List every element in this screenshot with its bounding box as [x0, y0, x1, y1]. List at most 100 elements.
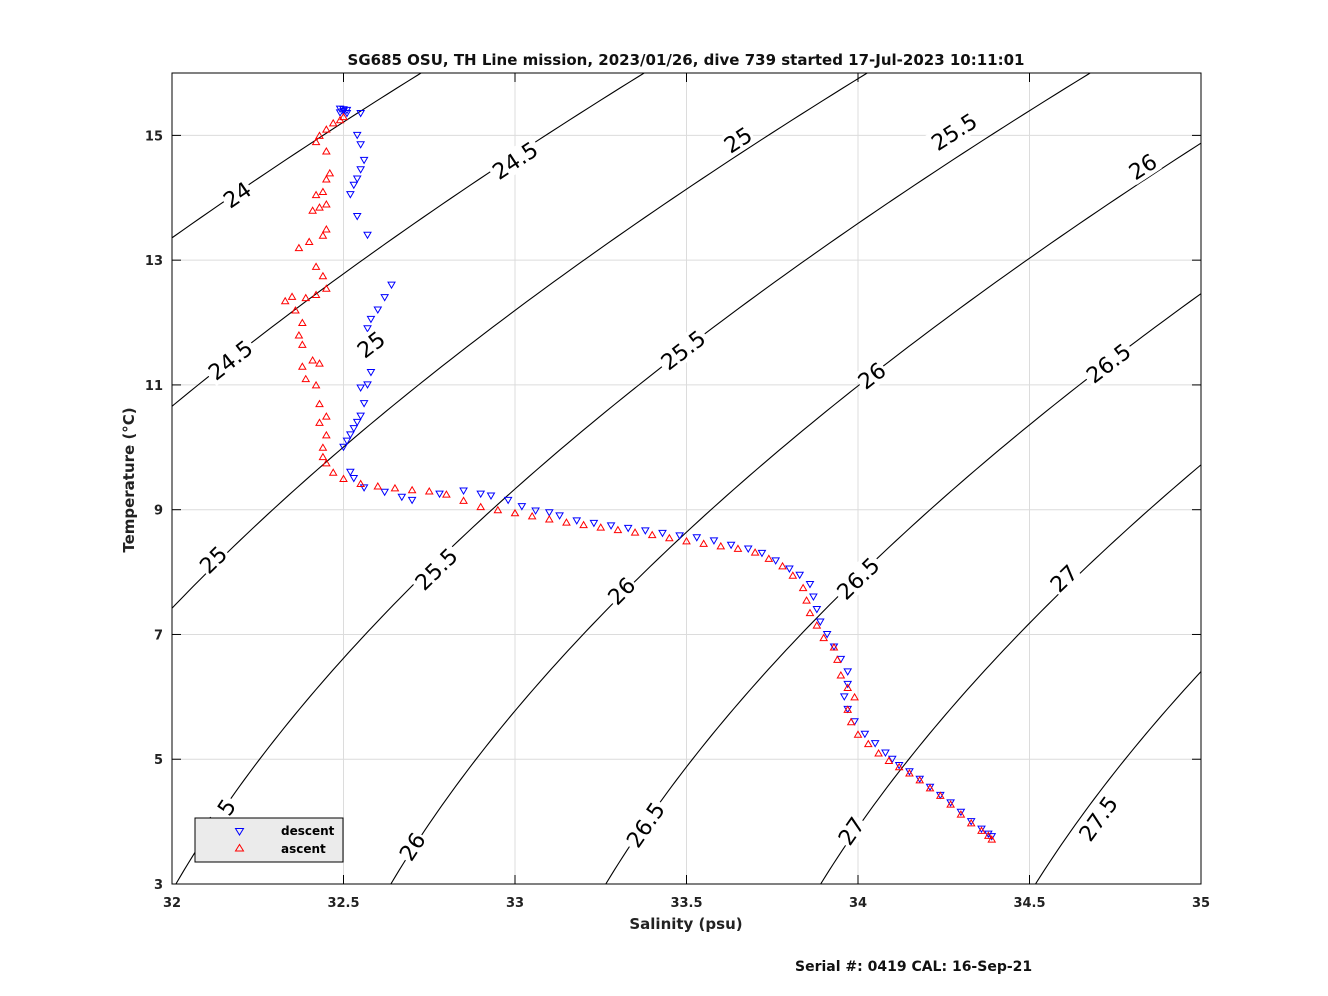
- ascent-point: [318, 452, 328, 461]
- ascent-point: [833, 655, 842, 663]
- descent-point: [342, 110, 352, 118]
- ascent-point: [987, 835, 997, 843]
- descent-point: [349, 181, 359, 190]
- descent-point: [881, 749, 890, 757]
- density-contour: [390, 142, 1201, 884]
- ascent-point: [321, 125, 331, 133]
- ascent-point: [315, 131, 324, 139]
- ascent-point: [956, 810, 966, 818]
- ascent-point: [301, 374, 311, 383]
- ascent-point: [798, 583, 808, 592]
- descent-point: [356, 141, 366, 149]
- descent-point: [335, 109, 345, 117]
- ascent-point: [321, 224, 331, 233]
- descent-point: [380, 294, 390, 302]
- ascent-point: [321, 458, 331, 467]
- ascent-point: [915, 775, 925, 784]
- legend-ascent-label: ascent: [281, 842, 326, 856]
- descent-point: [339, 443, 348, 452]
- descent-point: [345, 468, 355, 477]
- ascent-point: [301, 293, 311, 302]
- descent-point: [870, 740, 880, 748]
- ascent-point: [476, 502, 486, 511]
- ascent-point: [853, 730, 863, 738]
- descent-point: [795, 571, 805, 580]
- ascent-point: [562, 518, 571, 526]
- descent-point: [352, 212, 362, 221]
- descent-point: [956, 808, 966, 817]
- x-tick-label: 34: [849, 896, 867, 911]
- ascent-point: [527, 511, 537, 520]
- x-tick-label: 33: [506, 896, 524, 911]
- ascent-point: [328, 468, 338, 476]
- descent-point: [359, 156, 369, 165]
- descent-point: [987, 833, 997, 841]
- ascent-point: [682, 536, 691, 545]
- descent-point: [352, 175, 362, 184]
- ascent-point: [788, 571, 798, 579]
- descent-point: [349, 475, 359, 483]
- descent-point: [339, 108, 348, 116]
- ascent-point: [297, 340, 307, 348]
- descent-point: [363, 381, 372, 389]
- x-tick-label: 35: [1192, 896, 1210, 911]
- ascent-point: [764, 554, 774, 562]
- contour-label-bg: [830, 550, 886, 606]
- ascent-point: [318, 271, 328, 280]
- ascent-point: [946, 800, 955, 808]
- ascent-point: [318, 187, 328, 196]
- ascent-point: [373, 481, 383, 490]
- descent-point: [812, 606, 822, 614]
- legend-ascent-marker: [234, 843, 245, 852]
- ascent-point: [311, 380, 321, 389]
- descent-point: [785, 565, 794, 573]
- descent-point: [359, 484, 369, 492]
- descent-point: [805, 581, 815, 589]
- ascent-point: [311, 262, 321, 270]
- ascent-point: [977, 826, 986, 834]
- ascent-point: [287, 292, 297, 300]
- ascent-point: [442, 490, 451, 498]
- y-tick-label: 11: [145, 379, 163, 394]
- y-tick-label: 15: [145, 129, 163, 144]
- ascent-point: [311, 290, 321, 298]
- ascent-point: [294, 243, 304, 252]
- ascent-point: [390, 483, 400, 492]
- y-tick-label: 7: [154, 628, 163, 643]
- descent-point: [822, 630, 832, 639]
- contour-label-bg: [485, 135, 545, 186]
- ascent-point: [315, 203, 324, 211]
- ascent-point: [321, 284, 331, 292]
- ascent-point: [613, 525, 623, 534]
- ascent-point: [925, 783, 935, 792]
- ascent-point: [894, 762, 904, 771]
- ascent-point: [863, 739, 873, 748]
- descent-point: [373, 306, 383, 315]
- ascent-point: [315, 359, 324, 367]
- descent-point: [726, 541, 736, 550]
- x-tick-label: 34.5: [1013, 896, 1045, 911]
- contour-label-bg: [924, 106, 984, 157]
- descent-point: [503, 496, 513, 505]
- descent-point: [356, 110, 366, 118]
- density-contour: [175, 73, 1092, 884]
- ascent-point: [493, 505, 503, 514]
- contour-label-bg: [194, 540, 233, 579]
- ascent-point: [750, 548, 760, 556]
- contour-label-bg: [832, 811, 870, 851]
- ascent-point: [874, 748, 883, 757]
- descent-point: [349, 425, 359, 433]
- ascent-point: [318, 443, 328, 451]
- ascent-point: [407, 485, 417, 494]
- ascent-point: [321, 146, 331, 155]
- contour-label-bg: [408, 541, 464, 597]
- ascent-point: [802, 596, 811, 604]
- contour-label-bg: [351, 325, 391, 364]
- ascent-point: [311, 190, 321, 199]
- density-contour: [605, 292, 1201, 884]
- ascent-point: [510, 508, 520, 517]
- ascent-point: [647, 530, 657, 539]
- ascent-point: [294, 331, 304, 339]
- ascent-point: [318, 231, 328, 239]
